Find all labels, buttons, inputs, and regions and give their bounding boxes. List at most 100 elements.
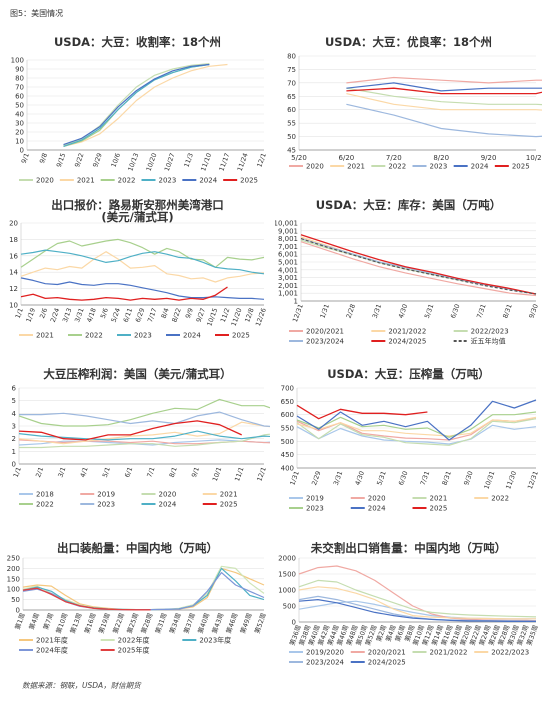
series-line-4 xyxy=(296,416,537,437)
series-line-6 xyxy=(19,411,270,427)
x-tick-label: 10/31 xyxy=(482,470,496,490)
legend-label: 2021 xyxy=(347,163,365,171)
x-tick-label: 5/1 xyxy=(101,466,112,479)
x-tick-label: 2/1 xyxy=(34,466,45,479)
y-tick-label: 1500 xyxy=(278,571,296,579)
y-tick-label: 75 xyxy=(287,66,296,74)
series-line-5 xyxy=(300,234,537,295)
chart-crush-volume: USDA：大豆：压榨量（万吨）4004505005506006507001/31… xyxy=(281,367,540,513)
y-tick-label: 8,001 xyxy=(278,235,298,243)
chart-title: USDA：大豆：优良率：18个州 xyxy=(325,35,492,49)
x-tick-label: 4/1 xyxy=(79,466,90,479)
y-tick-label: 70 xyxy=(15,84,24,92)
x-tick-label: 第13周 xyxy=(68,612,84,635)
series-line-5 xyxy=(18,398,270,427)
x-tick-label: 8/31 xyxy=(440,470,453,486)
x-tick-label: 11/20 xyxy=(230,307,244,327)
series-line-5 xyxy=(346,82,542,92)
x-tick-label: 1/1 xyxy=(14,307,25,320)
legend-label: 2022 xyxy=(388,163,406,171)
legend-label: 2019 xyxy=(306,495,324,503)
y-tick-label: 20 xyxy=(15,129,24,137)
x-tick-label: 第37周 xyxy=(181,612,197,635)
series-line-1 xyxy=(63,63,210,147)
legend-label: 2020 xyxy=(159,491,177,499)
series-line-6 xyxy=(298,598,536,623)
legend-label: 近五年均值 xyxy=(471,337,506,346)
series-line-6 xyxy=(346,87,542,95)
y-tick-label: 10 xyxy=(15,138,24,146)
legend-label: 2023 xyxy=(430,163,448,171)
legend-label: 2023年度 xyxy=(199,636,231,645)
series-line-2 xyxy=(22,565,265,611)
y-tick-label: 2000 xyxy=(278,555,296,563)
x-tick-label: 9/30 xyxy=(527,303,540,319)
legend-label: 2025年度 xyxy=(118,646,150,655)
y-tick-label: 50 xyxy=(11,596,20,604)
x-tick-label: 11/24 xyxy=(236,152,250,172)
x-tick-label: 第22周 xyxy=(110,612,126,635)
series-line-5 xyxy=(20,286,228,301)
y-tick-label: 4 xyxy=(12,410,17,418)
legend-label: 2021/2022 xyxy=(430,649,468,657)
y-tick-label: 50 xyxy=(287,133,296,141)
x-tick-label: 2/24 xyxy=(49,307,62,323)
series-line-4 xyxy=(346,103,542,138)
y-tick-label: 40 xyxy=(15,111,24,119)
x-tick-label: 1/31 xyxy=(318,303,331,319)
x-tick-label: 5/6 xyxy=(99,307,110,320)
y-tick-label: 250 xyxy=(7,555,20,563)
y-tick-label: 80 xyxy=(15,75,24,83)
y-tick-label: 14 xyxy=(9,269,18,277)
x-tick-label: 10/20 xyxy=(145,152,159,172)
y-tick-label: 600 xyxy=(281,411,294,419)
legend-label: 2022 xyxy=(118,177,136,185)
legend-label: 2024/2025 xyxy=(388,338,426,346)
x-tick-label: 9/22 xyxy=(73,152,86,168)
x-tick-label: 4/30 xyxy=(354,470,367,486)
legend-label: 2021 xyxy=(77,177,95,185)
legend-label: 2022/2023 xyxy=(471,328,509,336)
legend-label: 2023 xyxy=(159,177,177,185)
x-tick-label: 6/30 xyxy=(449,303,462,319)
x-tick-label: 第10周 xyxy=(54,612,70,635)
y-tick-label: 700 xyxy=(281,385,294,393)
legend-label: 2021 xyxy=(36,332,54,340)
header-label: 图5：美国情况 xyxy=(10,9,64,18)
y-tick-label: 20 xyxy=(9,220,18,228)
legend-label: 2019/2020 xyxy=(306,649,344,657)
legend-label: 2025 xyxy=(232,332,250,340)
x-tick-label: 8/31 xyxy=(501,303,514,319)
series-line-1 xyxy=(20,251,265,283)
x-tick-label: 6/11 xyxy=(122,307,135,323)
x-tick-label: 6/1 xyxy=(123,466,134,479)
series-line-5 xyxy=(296,411,537,438)
x-tick-label: 5/31 xyxy=(423,303,436,319)
x-tick-label: 12/8 xyxy=(243,307,256,323)
chart-title: 出口报价：路易斯安那州美湾港口 xyxy=(51,198,224,212)
y-tick-label: 1 xyxy=(294,298,298,306)
x-tick-label: 第19周 xyxy=(96,612,112,635)
source-note: 数据来源：钢联，USDA，财信期货 xyxy=(22,681,141,690)
chart-title: 出口装船量：中国内地（万吨） xyxy=(57,541,218,555)
y-tick-label: 16 xyxy=(9,252,18,260)
x-tick-label: 第31周 xyxy=(153,612,169,635)
x-tick-label: 7/31 xyxy=(475,303,488,319)
legend-label: 2020/2021 xyxy=(306,328,344,336)
y-tick-label: 100 xyxy=(7,586,20,594)
y-tick-label: 650 xyxy=(281,398,294,406)
series-line-5 xyxy=(298,595,536,622)
legend-label: 2020 xyxy=(368,495,386,503)
x-tick-label: 11/3 xyxy=(182,152,195,168)
chart-good-rate: USDA：大豆：优良率：18个州 45 50 55 60 65 70 75 80 5/20 6/20… xyxy=(287,35,542,171)
x-tick-label: 9/30 xyxy=(462,470,475,486)
chart-outstanding-sales: 未交割出口销售量：中国内地（万吨）0500100015002000第36周第38… xyxy=(278,541,540,667)
y-tick-label: 150 xyxy=(7,575,20,583)
y-tick-label: 200 xyxy=(7,565,20,573)
y-tick-label: 6 xyxy=(12,385,17,393)
series-line-6 xyxy=(300,238,537,295)
series-line-4 xyxy=(63,63,210,147)
legend-label: 2020 xyxy=(36,177,54,185)
series-line-5 xyxy=(63,63,210,146)
